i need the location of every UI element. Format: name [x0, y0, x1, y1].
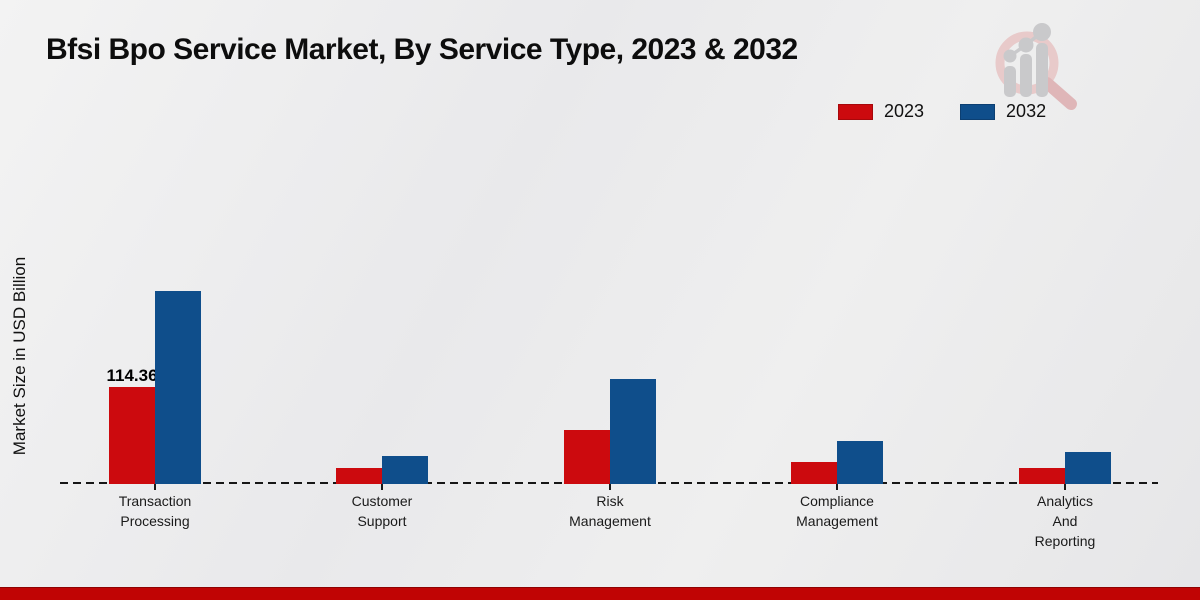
legend-item-2032: 2032 [960, 101, 1046, 122]
bar-group-transaction-processing: 114.36 Transaction Processing [40, 0, 270, 600]
legend-swatch-2023 [838, 103, 873, 120]
category-label-customer-support: Customer Support [351, 493, 413, 529]
legend-label-2032: 2032 [1006, 101, 1047, 121]
bar-2023-compliance-management [791, 461, 837, 484]
bar-2032-customer-support [382, 456, 428, 484]
axis-tick [836, 484, 838, 490]
axis-tick [381, 484, 383, 490]
footer-accent-bar [0, 587, 1200, 600]
bar-2032-analytics-and-reporting [1065, 451, 1111, 484]
category-label-compliance-management: Compliance Management [796, 493, 878, 529]
axis-tick [1064, 484, 1066, 490]
magnifier-bar-chart-logo-icon [995, 23, 1077, 110]
bar-group-analytics-and-reporting: Analytics And Reporting [950, 0, 1180, 600]
legend: 2023 2032 [838, 101, 1046, 122]
bar-group-risk-management: Risk Management [495, 0, 725, 600]
y-axis-label: Market Size in USD Billion [10, 256, 29, 456]
axis-tick [154, 484, 156, 490]
legend-item-2023: 2023 [838, 101, 924, 122]
bar-2032-compliance-management [837, 440, 883, 484]
bar-group-compliance-management: Compliance Management [722, 0, 952, 600]
bar-2023-transaction-processing [109, 387, 155, 484]
axis-tick [609, 484, 611, 490]
legend-label-2023: 2023 [884, 101, 925, 121]
bar-2023-customer-support [336, 467, 382, 484]
bar-2032-transaction-processing [155, 291, 201, 484]
bar-2023-risk-management [564, 429, 610, 484]
bar-group-customer-support: Customer Support [267, 0, 497, 600]
category-label-analytics-and-reporting: Analytics And Reporting [1034, 493, 1096, 549]
category-label-transaction-processing: Transaction Processing [118, 493, 192, 529]
chart-title: Bfsi Bpo Service Market, By Service Type… [46, 33, 798, 66]
value-label-2023-transaction-processing: 114.36 [106, 366, 158, 385]
legend-swatch-2032 [960, 103, 996, 120]
bar-2023-analytics-and-reporting [1019, 467, 1065, 484]
bar-2032-risk-management [610, 378, 656, 484]
category-label-risk-management: Risk Management [569, 493, 651, 529]
